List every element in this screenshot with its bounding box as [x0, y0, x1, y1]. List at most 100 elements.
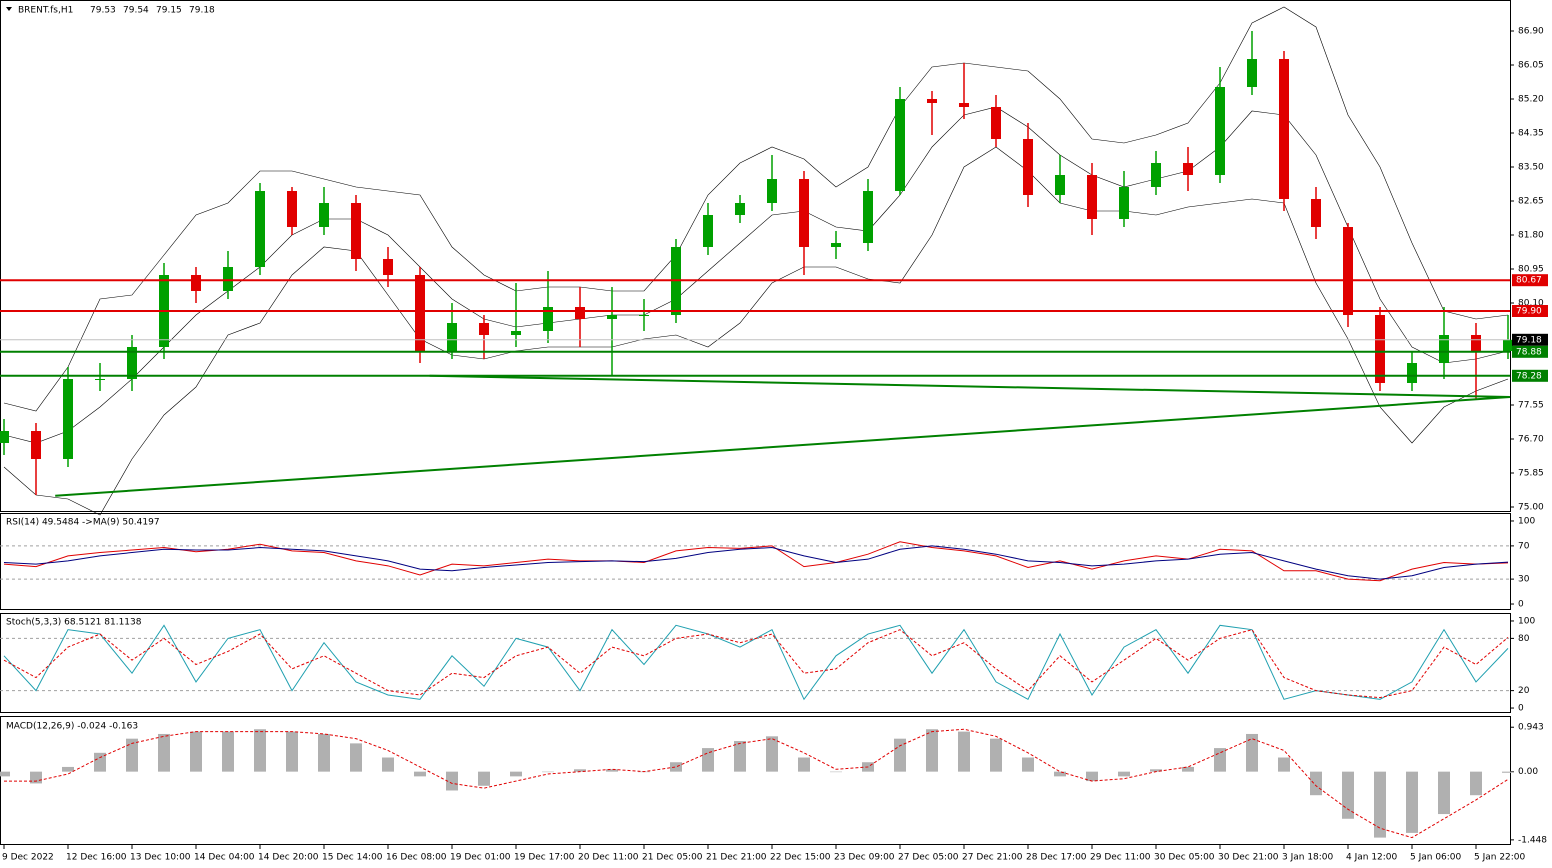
candle-body — [1087, 175, 1097, 219]
macd-panel — [0, 716, 1511, 845]
x-tick-label: 3 Jan 18:00 — [1282, 853, 1334, 863]
macd-bar — [1278, 757, 1290, 772]
macd-bar — [1502, 771, 1514, 773]
level-label: 79.18 — [1516, 335, 1542, 345]
candle-body — [991, 107, 1001, 139]
bollinger-lower — [3, 146, 1509, 516]
macd-bar — [894, 738, 906, 772]
header-value: 79.53 — [90, 6, 116, 16]
candle-body — [127, 347, 137, 379]
macd-bar — [990, 738, 1002, 772]
candle-body — [255, 191, 265, 267]
candle-body — [287, 191, 297, 227]
level-tag-bg — [1512, 274, 1548, 287]
macd-bar — [222, 731, 234, 772]
candle-body — [1055, 175, 1065, 195]
x-tick-label: 14 Dec 20:00 — [258, 853, 319, 863]
candle-body — [1311, 199, 1321, 227]
y-tick-label: 80.95 — [1518, 265, 1544, 275]
y-tick-label: 0 — [1518, 704, 1524, 714]
candle-body — [1471, 335, 1481, 351]
macd-bar — [1246, 733, 1258, 772]
x-tick-label: 22 Dec 15:00 — [770, 853, 831, 863]
candle-body — [959, 103, 969, 107]
candle-body — [351, 203, 361, 259]
candle-body — [1503, 339, 1513, 351]
macd-bar — [542, 771, 554, 773]
x-tick-label: 5 Jan 22:00 — [1474, 853, 1526, 863]
candle-body — [863, 191, 873, 243]
macd-bar — [478, 771, 490, 786]
macd-bar — [1470, 771, 1482, 796]
trend-line — [55, 396, 1510, 497]
level-tag: 78.28 — [1512, 369, 1548, 382]
macd-bar — [1374, 771, 1386, 838]
macd-bar — [30, 771, 42, 784]
y-tick-label: 83.50 — [1518, 163, 1544, 173]
candle-body — [799, 179, 809, 247]
level-label: 78.88 — [1516, 347, 1542, 357]
candle-body — [1023, 139, 1033, 195]
macd-bar — [510, 771, 522, 777]
macd-bar — [830, 771, 842, 773]
macd-bar — [158, 733, 170, 772]
candle-body — [927, 99, 937, 103]
menu-arrow[interactable] — [6, 7, 12, 11]
candle-body — [415, 275, 425, 351]
y-tick-label: 85.20 — [1518, 95, 1544, 105]
candle-body — [95, 379, 105, 380]
candle-body — [575, 307, 585, 319]
candle-body — [831, 243, 841, 247]
stoch-panel — [0, 613, 1511, 713]
macd-bar — [766, 736, 778, 772]
candle-body — [1119, 187, 1129, 219]
candle-body — [1407, 363, 1417, 383]
x-tick-label: 13 Dec 10:00 — [130, 853, 191, 863]
macd-bar — [574, 769, 586, 772]
candle-body — [895, 99, 905, 191]
level-tag-bg — [1512, 369, 1548, 382]
x-tick-label: 29 Dec 11:00 — [1090, 853, 1151, 863]
bollinger-upper — [3, 6, 1509, 412]
x-tick-label: 4 Jan 12:00 — [1346, 853, 1398, 863]
candle-body — [1183, 163, 1193, 175]
x-tick-label: 27 Dec 21:00 — [962, 853, 1023, 863]
level-label: 78.28 — [1516, 371, 1542, 381]
macd-bar — [0, 771, 10, 777]
panel-title: Stoch(5,3,3) 68.5121 81.1138 — [6, 618, 142, 628]
macd-bar — [382, 757, 394, 772]
candle-body — [1343, 227, 1353, 315]
level-tag-bg — [1512, 333, 1548, 346]
header-value: 79.18 — [189, 6, 215, 16]
chart-title: BRENT.fs,H1 — [18, 6, 73, 16]
y-tick-label: 76.70 — [1518, 435, 1544, 445]
x-tick-label: 28 Dec 17:00 — [1026, 853, 1087, 863]
macd-bar — [1406, 771, 1418, 833]
panel-title: MACD(12,26,9) -0.024 -0.163 — [6, 722, 138, 732]
level-label: 79.90 — [1516, 307, 1542, 317]
candle-body — [1247, 59, 1257, 87]
macd-bar — [926, 729, 938, 772]
y-tick-label: 77.55 — [1518, 401, 1544, 411]
candle-body — [1279, 59, 1289, 199]
macd-bar — [62, 766, 74, 772]
y-tick-label: 20 — [1518, 686, 1530, 696]
y-tick-label: 70 — [1518, 541, 1530, 551]
level-tag-bg — [1512, 305, 1548, 317]
macd-bar — [1022, 757, 1034, 772]
y-tick-label: -1.448 — [1518, 835, 1547, 845]
bollinger-middle — [3, 106, 1509, 444]
y-tick-label: 0.943 — [1518, 723, 1544, 733]
candle-body — [63, 379, 73, 459]
macd-signal — [4, 728, 1509, 839]
price-panel — [0, 0, 1511, 512]
x-tick-label: 5 Jan 06:00 — [1410, 853, 1462, 863]
candle-body — [223, 267, 233, 291]
y-tick-label: 86.90 — [1518, 27, 1544, 37]
x-tick-label: 19 Dec 17:00 — [514, 853, 575, 863]
level-tag: 78.88 — [1512, 345, 1548, 358]
candle-body — [479, 323, 489, 335]
candle-body — [703, 215, 713, 247]
candle-body — [1151, 163, 1161, 187]
